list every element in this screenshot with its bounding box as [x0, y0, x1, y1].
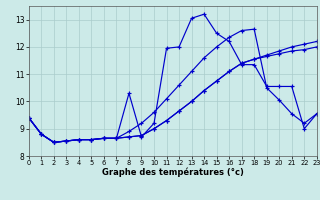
- X-axis label: Graphe des températures (°c): Graphe des températures (°c): [102, 168, 244, 177]
